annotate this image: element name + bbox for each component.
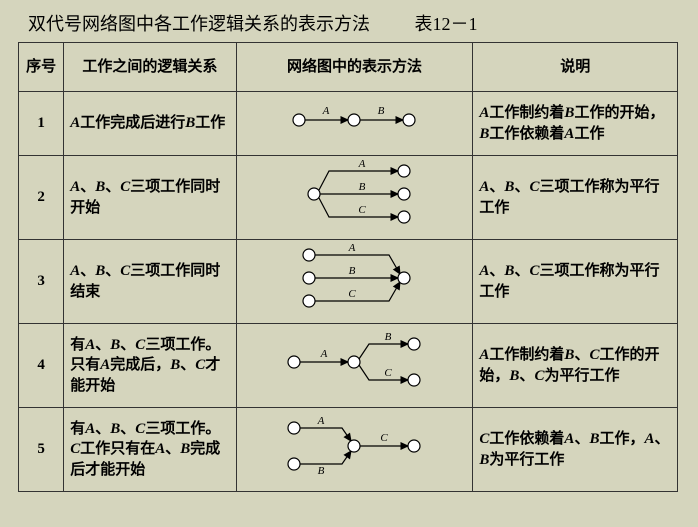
cell-seq: 3	[19, 240, 64, 324]
cell-desc: C工作依赖着A、B工作，A、B为平行工作	[473, 408, 678, 492]
svg-text:B: B	[349, 265, 356, 277]
cell-rel: A工作完成后进行B工作	[64, 92, 236, 156]
svg-text:C: C	[381, 432, 389, 444]
table-row: 2A、B、C三项工作同时开始ABCA、B、C三项工作称为平行工作	[19, 156, 678, 240]
cell-seq: 4	[19, 324, 64, 408]
svg-text:C: C	[349, 288, 357, 300]
page: 双代号网络图中各工作逻辑关系的表示方法 表12－1 序号 工作之间的逻辑关系 网…	[0, 0, 698, 504]
table-body: 1A工作完成后进行B工作ABA工作制约着B工作的开始，B工作依赖着A工作2A、B…	[19, 92, 678, 492]
header-desc: 说明	[473, 43, 678, 92]
table-row: 3A、B、C三项工作同时结束ABCA、B、C三项工作称为平行工作	[19, 240, 678, 324]
cell-diagram: A B C	[236, 324, 473, 408]
cell-seq: 1	[19, 92, 64, 156]
cell-diagram: AB	[236, 92, 473, 156]
cell-seq: 5	[19, 408, 64, 492]
cell-desc: A、B、C三项工作称为平行工作	[473, 240, 678, 324]
table-row: 1A工作完成后进行B工作ABA工作制约着B工作的开始，B工作依赖着A工作	[19, 92, 678, 156]
svg-text:A: A	[358, 159, 366, 170]
header-diag: 网络图中的表示方法	[236, 43, 473, 92]
cell-rel: A、B、C三项工作同时结束	[64, 240, 236, 324]
cell-diagram: ABC	[236, 240, 473, 324]
cell-rel: 有A、B、C三项工作。只有A完成后，B、C才能开始	[64, 324, 236, 408]
svg-text:A: A	[322, 105, 330, 117]
table-number: 表12－1	[415, 14, 478, 34]
header-row: 序号 工作之间的逻辑关系 网络图中的表示方法 说明	[19, 43, 678, 92]
logic-table: 序号 工作之间的逻辑关系 网络图中的表示方法 说明 1A工作完成后进行B工作AB…	[18, 42, 678, 492]
cell-rel: A、B、C三项工作同时开始	[64, 156, 236, 240]
svg-text:B: B	[378, 105, 385, 117]
cell-diagram: ABC	[236, 156, 473, 240]
svg-text:C: C	[385, 367, 393, 379]
page-title: 双代号网络图中各工作逻辑关系的表示方法	[28, 14, 370, 34]
cell-diagram: A B C	[236, 408, 473, 492]
svg-text:B: B	[385, 331, 392, 343]
cell-desc: A、B、C三项工作称为平行工作	[473, 156, 678, 240]
table-row: 5有A、B、C三项工作。C工作只有在A、B完成后才能开始 A B C C工作依赖着A、B…	[19, 408, 678, 492]
header-seq: 序号	[19, 43, 64, 92]
cell-desc: A工作制约着B、C工作的开始，B、C为平行工作	[473, 324, 678, 408]
table-row: 4有A、B、C三项工作。只有A完成后，B、C才能开始 A B C A工作制约着B、C工作…	[19, 324, 678, 408]
svg-text:A: A	[320, 348, 328, 360]
cell-rel: 有A、B、C三项工作。C工作只有在A、B完成后才能开始	[64, 408, 236, 492]
svg-text:C: C	[359, 204, 367, 216]
cell-seq: 2	[19, 156, 64, 240]
header-rel: 工作之间的逻辑关系	[64, 43, 236, 92]
svg-text:B: B	[318, 465, 325, 477]
cell-desc: A工作制约着B工作的开始，B工作依赖着A工作	[473, 92, 678, 156]
svg-text:B: B	[359, 181, 366, 193]
svg-text:A: A	[317, 415, 325, 427]
title-row: 双代号网络图中各工作逻辑关系的表示方法 表12－1	[28, 10, 680, 36]
svg-text:A: A	[348, 243, 356, 254]
